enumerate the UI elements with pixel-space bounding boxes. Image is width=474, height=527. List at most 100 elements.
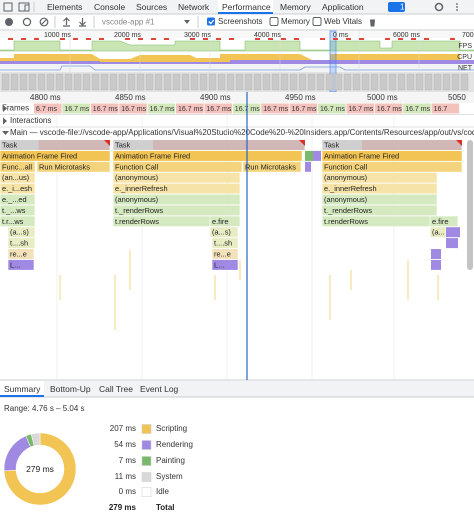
flame-event[interactable]: [431, 249, 441, 259]
frame[interactable]: [431, 103, 460, 114]
flame-event[interactable]: [212, 259, 238, 270]
flame-event[interactable]: [0, 140, 110, 150]
flame-event[interactable]: [113, 150, 302, 161]
panel-tab[interactable]: Elements: [47, 2, 82, 12]
memory-checkbox[interactable]: [269, 17, 279, 26]
flame-event[interactable]: [8, 259, 34, 270]
web-vitals-label: Web Vitals: [324, 17, 362, 26]
details-tab[interactable]: Event Log: [140, 384, 179, 394]
save-profile-button[interactable]: [79, 18, 86, 27]
flame-event[interactable]: [113, 161, 242, 172]
main-track-label[interactable]: Main — vscode-file://vscode-app/Applicat…: [10, 128, 474, 137]
frame[interactable]: [62, 103, 90, 114]
flame-event[interactable]: [243, 161, 301, 172]
more-icon[interactable]: [456, 3, 458, 11]
flame-event[interactable]: [8, 238, 35, 249]
flame-event[interactable]: [431, 259, 441, 270]
panel-tab[interactable]: Network: [178, 2, 210, 12]
flame-event[interactable]: [322, 172, 437, 183]
screenshot-thumb: [316, 73, 325, 91]
frame[interactable]: [261, 103, 289, 114]
flame-event[interactable]: [8, 227, 35, 238]
scrollbar[interactable]: [467, 140, 473, 270]
panel-tab[interactable]: Performance: [222, 2, 271, 12]
frame[interactable]: [318, 103, 346, 114]
flame-event[interactable]: [322, 205, 437, 216]
frame[interactable]: [176, 103, 204, 114]
frame[interactable]: [147, 103, 176, 114]
frame[interactable]: [403, 103, 431, 114]
flame-event[interactable]: [37, 161, 110, 172]
load-profile-button[interactable]: [63, 17, 70, 27]
frame[interactable]: [289, 103, 318, 114]
collect-garbage-button[interactable]: [369, 18, 376, 27]
issues-badge[interactable]: [388, 2, 405, 12]
flame-event[interactable]: [113, 205, 240, 216]
details-tab[interactable]: Summary: [4, 384, 41, 394]
long-task-marker: [450, 38, 455, 40]
flame-event[interactable]: [113, 194, 240, 205]
panel-tab[interactable]: Console: [94, 2, 125, 12]
panel-tab[interactable]: Sources: [136, 2, 167, 12]
frame[interactable]: [346, 103, 374, 114]
collapse-arrow[interactable]: [2, 131, 9, 135]
flame-event[interactable]: [322, 150, 462, 161]
flame-event[interactable]: [322, 216, 430, 227]
flame-event[interactable]: [446, 238, 458, 249]
flame-event[interactable]: [313, 150, 321, 161]
flame-event[interactable]: [446, 227, 460, 238]
flame-event[interactable]: [113, 216, 210, 227]
flame-event[interactable]: [322, 183, 437, 194]
screenshots-checkbox[interactable]: [207, 17, 215, 26]
web-vitals-checkbox[interactable]: [312, 17, 322, 26]
flame-event[interactable]: [430, 227, 446, 238]
flame-event[interactable]: [0, 216, 35, 227]
details-tab[interactable]: Bottom-Up: [50, 384, 91, 394]
flame-event-label: Function Call: [324, 162, 367, 171]
frame[interactable]: [119, 103, 147, 114]
flame-event[interactable]: [212, 249, 238, 259]
frame[interactable]: [34, 103, 62, 114]
record-button[interactable]: [5, 18, 13, 26]
donut-segment: [30, 432, 41, 447]
flame-event[interactable]: [0, 150, 110, 161]
flame-event[interactable]: [113, 172, 240, 183]
reload-button[interactable]: [22, 17, 32, 27]
frame[interactable]: [90, 103, 119, 114]
frames-track-label[interactable]: Frames: [2, 104, 29, 113]
screenshot-thumb: [82, 73, 91, 91]
flame-event[interactable]: [0, 183, 35, 194]
summary-value: 7 ms: [119, 456, 136, 465]
flame-event[interactable]: [210, 216, 240, 227]
details-tab[interactable]: Call Tree: [99, 384, 133, 394]
flame-event[interactable]: [0, 194, 35, 205]
inspect-icon[interactable]: [3, 2, 13, 12]
flame-event[interactable]: [305, 161, 311, 172]
flame-event[interactable]: [0, 161, 35, 172]
flame-event[interactable]: [113, 183, 240, 194]
flame-event[interactable]: [212, 238, 238, 249]
clear-button[interactable]: [39, 17, 49, 27]
flame-event[interactable]: [210, 227, 238, 238]
frame[interactable]: [374, 103, 403, 114]
target-dropdown[interactable]: vscode-app #1: [102, 18, 190, 27]
flame-event[interactable]: [305, 150, 313, 161]
expand-arrow[interactable]: [3, 105, 7, 112]
flame-event[interactable]: [322, 140, 462, 150]
flame-event-label: (a...s): [10, 228, 29, 237]
flame-event[interactable]: [8, 249, 34, 259]
panel-tab[interactable]: Application: [322, 2, 364, 12]
frame[interactable]: [204, 103, 232, 114]
interactions-track-label[interactable]: Interactions: [10, 116, 51, 125]
flame-event[interactable]: [0, 172, 35, 183]
panel-tab[interactable]: Memory: [280, 2, 311, 12]
flame-event[interactable]: [322, 194, 437, 205]
overview-tick-label: 2000 ms: [114, 32, 141, 39]
flame-event[interactable]: [0, 205, 35, 216]
device-icon[interactable]: [18, 2, 30, 12]
flame-event[interactable]: [322, 161, 462, 172]
flame-event[interactable]: [113, 140, 305, 150]
expand-arrow[interactable]: [3, 117, 7, 125]
settings-icon[interactable]: [434, 2, 444, 12]
flame-event[interactable]: [430, 216, 458, 227]
